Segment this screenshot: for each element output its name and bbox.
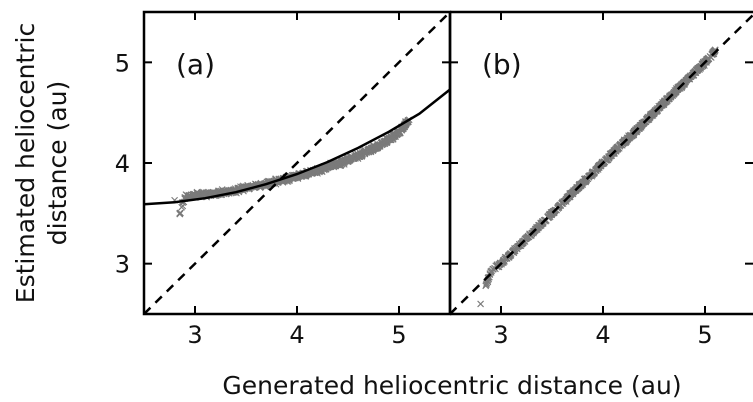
scatter-point <box>365 147 372 155</box>
scatter-point <box>199 191 207 198</box>
scatter-point <box>206 189 213 196</box>
x-tick-label: 4 <box>595 321 610 349</box>
x-axis-title: Generated heliocentric distance (au) <box>222 371 681 400</box>
y-axis-title-line-2: distance (au) <box>43 81 72 246</box>
scatter-point <box>201 190 209 198</box>
scatter-point <box>191 191 199 199</box>
x-tick-label: 5 <box>697 321 712 349</box>
scatter-point <box>356 153 364 161</box>
scatter-point <box>487 268 495 276</box>
panel-b-label: (b) <box>482 48 522 81</box>
axis-ticks: 3 3 4 4 5 5 3 4 5 <box>115 12 753 349</box>
scatter-point <box>346 156 353 164</box>
scatter-point <box>660 99 668 106</box>
scatter-point <box>385 136 393 144</box>
x-tick-label: 4 <box>289 321 304 349</box>
y-tick-label: 3 <box>115 251 130 279</box>
scatter-point <box>314 167 321 175</box>
scatter-point <box>630 131 637 139</box>
scatter-point <box>181 193 189 201</box>
scatter-point <box>389 134 397 142</box>
panel-b <box>450 13 753 314</box>
scatter-point <box>375 142 382 150</box>
scatter-point <box>334 160 342 168</box>
panel-a-label: (a) <box>176 48 215 81</box>
x-tick-label: 5 <box>391 321 406 349</box>
scatter-point <box>337 158 345 166</box>
scatter-point <box>477 300 484 308</box>
x-tick-label: 3 <box>187 321 202 349</box>
scatter-point <box>176 209 184 217</box>
scatter-point <box>569 189 576 197</box>
x-tick-label: 3 <box>493 321 508 349</box>
scatter-point <box>326 163 334 171</box>
y-tick-label: 4 <box>115 150 130 178</box>
scatter-point <box>354 152 362 160</box>
scatter-point <box>395 128 403 136</box>
y-tick-label: 5 <box>115 49 130 77</box>
scatter-point <box>336 160 344 168</box>
scatter-point <box>178 203 186 211</box>
scatter-point <box>482 282 490 290</box>
scatter-point <box>380 138 388 145</box>
scatter-point <box>344 156 352 164</box>
panel-b-identity-line <box>450 13 753 314</box>
scatter-point <box>370 143 378 151</box>
scatter-point <box>711 46 719 54</box>
y-axis-title-line-1: Estimated heliocentric <box>11 23 40 303</box>
scatter-point <box>324 163 331 171</box>
scatter-point <box>311 168 319 175</box>
panel-a <box>144 12 450 314</box>
panel-a-identity-line <box>144 12 450 314</box>
panel-a-fit-curve <box>144 88 450 206</box>
